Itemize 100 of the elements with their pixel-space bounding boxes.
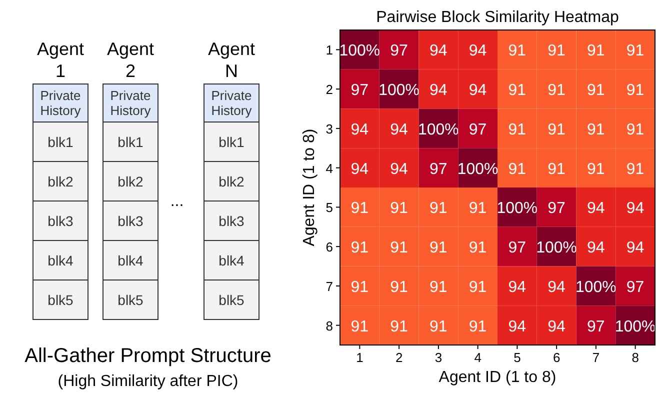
data-label: 94 (508, 318, 526, 336)
data-label: 100% (339, 42, 380, 60)
data-label: 94 (587, 200, 605, 218)
data-label: 100% (457, 160, 498, 178)
category-label: blk3 (218, 212, 244, 229)
category-label: Agent 2 (106, 39, 154, 81)
data-label: 91 (508, 160, 526, 178)
data-label: 91 (508, 82, 526, 100)
data-label: 91 (587, 42, 605, 60)
chart-title: Pairwise Block Similarity Heatmap (376, 9, 619, 26)
x-tick-label: 7 (592, 350, 600, 365)
data-label: 94 (430, 82, 448, 100)
data-label: 97 (468, 121, 487, 138)
category-label: blk3 (118, 212, 144, 229)
category-label: Agent 1 (36, 39, 84, 81)
data-label: 100% (418, 121, 459, 138)
data-label: 94 (350, 160, 369, 178)
data-label: 94 (350, 121, 369, 138)
data-label: 94 (626, 200, 644, 218)
category-label: blk2 (218, 173, 244, 190)
y-tick-label: 6 (326, 240, 333, 255)
data-label: 91 (626, 160, 644, 178)
x-tick-label: 8 (632, 350, 639, 365)
data-label: 94 (626, 240, 644, 257)
y-tick-label: 5 (326, 200, 333, 216)
y-axis-title: Agent ID (1 to 8) (301, 128, 318, 246)
data-label: 97 (390, 42, 408, 60)
data-label: 91 (548, 82, 566, 100)
category-label: blk2 (118, 173, 144, 190)
category-label: Private History (110, 88, 151, 118)
data-label: 91 (468, 278, 487, 296)
data-label: 91 (468, 240, 487, 257)
data-label: 94 (390, 160, 408, 178)
data-label: 94 (468, 82, 487, 100)
data-label: 100% (575, 278, 616, 296)
data-label: 91 (626, 121, 644, 138)
data-label: 91 (390, 200, 408, 218)
data-label: 91 (390, 240, 408, 257)
data-label: 97 (350, 82, 369, 100)
data-label: 100% (378, 82, 420, 100)
data-label: 91 (548, 160, 566, 178)
x-tick-label: 5 (514, 350, 521, 365)
data-label: 91 (626, 42, 644, 60)
data-label: 91 (508, 121, 526, 138)
x-tick-label: 2 (395, 350, 403, 365)
category-label: Agent N (208, 39, 256, 81)
x-tick-label: 4 (474, 350, 482, 365)
y-tick-label: 3 (326, 121, 333, 136)
category-label: Private History (40, 88, 81, 118)
data-label: 94 (508, 278, 526, 296)
data-label: 91 (626, 82, 644, 100)
data-label: 94 (548, 278, 566, 296)
x-tick-label: 3 (434, 350, 442, 365)
category-label: blk1 (118, 134, 144, 150)
data-label: 97 (548, 200, 566, 218)
y-tick-label: 7 (326, 278, 333, 294)
data-label: 91 (468, 200, 487, 218)
y-tick-label: 8 (326, 318, 333, 334)
category-label: blk1 (218, 134, 244, 150)
y-tick-label: 2 (326, 82, 333, 98)
y-tick-label: 4 (326, 160, 333, 176)
data-label: 100% (536, 240, 578, 257)
data-label: 91 (508, 42, 526, 60)
data-label: 100% (614, 318, 656, 336)
x-tick-label: 1 (356, 350, 364, 365)
data-label: 97 (587, 318, 605, 336)
x-tick-label: 6 (552, 350, 560, 365)
data-label: 97 (626, 278, 644, 296)
data-label: 91 (468, 318, 487, 336)
data-label: 91 (587, 82, 605, 100)
data-label: 97 (430, 160, 448, 178)
text: (High Similarity after PIC) (58, 373, 238, 390)
data-label: 91 (350, 278, 369, 296)
category-label: Private History (211, 88, 252, 118)
data-label: 94 (548, 318, 566, 336)
category-label: blk3 (48, 212, 74, 229)
data-label: 91 (390, 278, 408, 296)
y-tick-label: 1 (326, 42, 333, 58)
data-label: 94 (468, 42, 487, 60)
data-label: 91 (548, 42, 566, 60)
category-label: blk2 (48, 173, 74, 190)
data-label: 91 (548, 121, 566, 138)
data-label: 94 (430, 42, 448, 60)
data-label: 91 (350, 318, 369, 336)
data-label: 91 (390, 318, 408, 336)
data-label: 100% (496, 200, 538, 218)
category-label: blk1 (48, 134, 74, 150)
data-label: 91 (350, 200, 369, 218)
data-label: 91 (350, 240, 369, 257)
x-axis-title: Agent ID (1 to 8) (438, 369, 556, 386)
data-label: 91 (430, 318, 448, 336)
data-label: 97 (508, 240, 526, 257)
category-label: blk4 (118, 252, 144, 268)
data-label: 94 (390, 121, 408, 138)
data-label: 91 (430, 240, 448, 257)
category-label: blk4 (48, 252, 74, 268)
text: ... (170, 193, 184, 210)
text: All-Gather Prompt Structure (24, 345, 272, 367)
category-label: blk5 (118, 292, 144, 308)
data-label: 91 (430, 200, 448, 218)
